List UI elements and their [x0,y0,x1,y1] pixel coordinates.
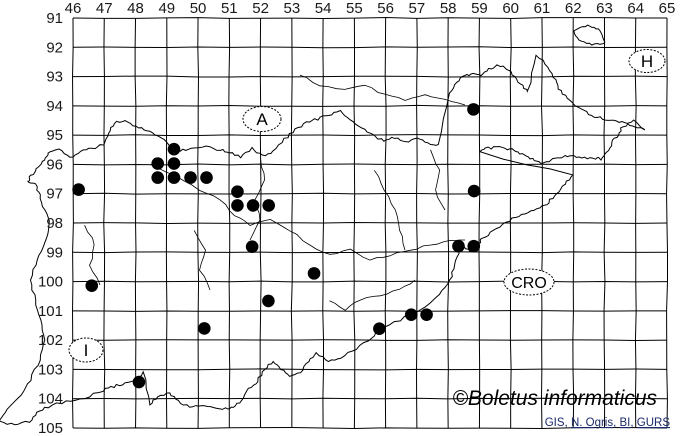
svg-text:56: 56 [377,0,394,17]
svg-text:54: 54 [315,0,332,17]
svg-text:95: 95 [46,127,63,144]
svg-text:92: 92 [46,39,63,56]
svg-text:53: 53 [283,0,300,17]
svg-text:52: 52 [252,0,269,17]
svg-text:46: 46 [65,0,82,17]
svg-text:105: 105 [38,420,63,436]
svg-text:57: 57 [409,0,426,17]
svg-text:103: 103 [38,361,63,378]
svg-text:62: 62 [565,0,582,17]
svg-text:99: 99 [46,244,63,261]
svg-text:102: 102 [38,332,63,349]
svg-text:101: 101 [38,303,63,320]
svg-text:48: 48 [127,0,144,17]
svg-text:55: 55 [346,0,363,17]
svg-text:100: 100 [38,274,63,291]
svg-text:60: 60 [502,0,519,17]
svg-text:104: 104 [38,391,63,408]
svg-text:CRO: CRO [511,275,547,292]
svg-text:65: 65 [659,0,676,17]
svg-text:59: 59 [471,0,488,17]
svg-text:47: 47 [96,0,113,17]
svg-text:64: 64 [627,0,644,17]
svg-text:98: 98 [46,215,63,232]
svg-text:A: A [256,110,268,129]
svg-text:58: 58 [440,0,457,17]
svg-text:51: 51 [221,0,238,17]
svg-text:50: 50 [190,0,207,17]
svg-text:96: 96 [46,156,63,173]
svg-text:GIS, N. Ogris, BI, GURS: GIS, N. Ogris, BI, GURS [545,417,671,429]
svg-text:I: I [84,341,89,360]
svg-text:91: 91 [46,10,63,27]
svg-text:94: 94 [46,98,63,115]
svg-text:93: 93 [46,69,63,86]
svg-text:63: 63 [596,0,613,17]
svg-text:©Boletus informaticus: ©Boletus informaticus [452,387,657,410]
svg-text:97: 97 [46,186,63,203]
svg-text:61: 61 [534,0,551,17]
svg-text:49: 49 [158,0,175,17]
svg-text:H: H [641,52,653,71]
